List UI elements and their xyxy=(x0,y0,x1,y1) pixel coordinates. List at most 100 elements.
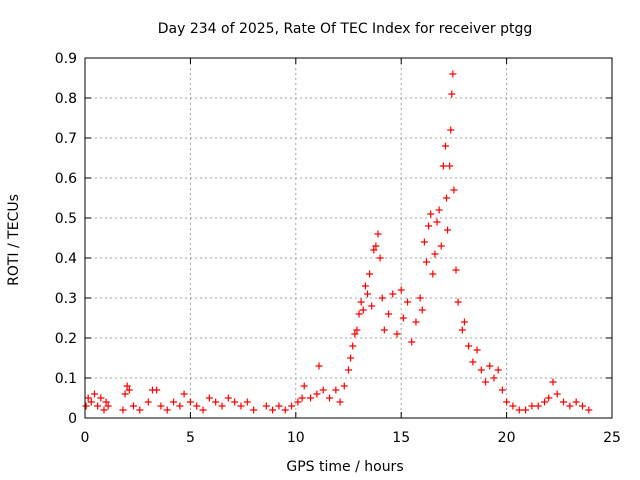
data-point xyxy=(163,406,171,414)
data-point xyxy=(494,366,502,374)
data-point xyxy=(477,366,485,374)
data-point xyxy=(281,406,289,414)
data-point xyxy=(486,362,494,370)
y-tick-label: 0.6 xyxy=(55,171,77,187)
y-tick-label: 0.8 xyxy=(55,91,77,107)
x-tick-label: 10 xyxy=(287,430,305,446)
data-point xyxy=(212,398,220,406)
y-tick-label: 0 xyxy=(68,411,77,427)
data-point xyxy=(572,398,580,406)
data-point xyxy=(427,210,435,218)
data-point xyxy=(465,342,473,350)
data-point xyxy=(125,386,133,394)
data-point xyxy=(353,326,361,334)
data-point xyxy=(385,310,393,318)
y-tick-label: 0.9 xyxy=(55,51,77,67)
data-point xyxy=(294,398,302,406)
data-point xyxy=(90,390,98,398)
data-point xyxy=(237,402,245,410)
data-point xyxy=(399,314,407,322)
data-point xyxy=(441,142,449,150)
data-point xyxy=(340,382,348,390)
data-point xyxy=(560,398,568,406)
data-point xyxy=(336,398,344,406)
data-point xyxy=(332,386,340,394)
data-point xyxy=(378,294,386,302)
x-tick-label: 20 xyxy=(498,430,516,446)
data-point xyxy=(262,402,270,410)
data-point xyxy=(250,406,258,414)
data-point xyxy=(490,374,498,382)
x-tick-label: 0 xyxy=(81,430,90,446)
data-point xyxy=(452,266,460,274)
data-point xyxy=(199,406,207,414)
data-point xyxy=(205,394,213,402)
data-point xyxy=(288,402,296,410)
data-point xyxy=(404,298,412,306)
data-point xyxy=(102,398,110,406)
data-point xyxy=(359,306,367,314)
data-point xyxy=(482,378,490,386)
plot-frame xyxy=(84,57,613,419)
data-point xyxy=(503,398,511,406)
data-point xyxy=(231,398,239,406)
data-point xyxy=(473,346,481,354)
data-point xyxy=(121,390,129,398)
axis-ticks xyxy=(84,57,613,419)
data-point xyxy=(422,258,430,266)
data-point xyxy=(193,402,201,410)
data-point xyxy=(376,254,384,262)
data-point xyxy=(412,318,420,326)
data-point xyxy=(315,362,323,370)
data-point xyxy=(380,326,388,334)
x-tick-label: 15 xyxy=(392,430,410,446)
data-point xyxy=(534,402,542,410)
data-point xyxy=(100,406,108,414)
data-point xyxy=(104,402,112,410)
data-point xyxy=(119,406,127,414)
data-point xyxy=(389,290,397,298)
data-point xyxy=(509,402,517,410)
data-point xyxy=(224,394,232,402)
data-point xyxy=(361,282,369,290)
data-point xyxy=(420,238,428,246)
data-point xyxy=(449,70,457,78)
data-point xyxy=(123,382,131,390)
data-point xyxy=(454,298,462,306)
data-point xyxy=(397,286,405,294)
data-point xyxy=(319,386,327,394)
data-point xyxy=(553,390,561,398)
y-tick-label: 0.3 xyxy=(55,291,77,307)
data-point xyxy=(345,366,352,374)
data-point xyxy=(97,394,105,402)
data-point xyxy=(326,394,334,402)
data-point xyxy=(450,186,458,194)
data-point xyxy=(349,342,357,350)
data-point xyxy=(372,242,380,250)
data-point xyxy=(366,270,374,278)
data-point xyxy=(425,222,433,230)
x-tick-label: 25 xyxy=(603,430,621,446)
data-point xyxy=(94,402,102,410)
data-point xyxy=(545,394,553,402)
data-point xyxy=(515,406,523,414)
data-point xyxy=(84,394,92,402)
data-point xyxy=(408,338,416,346)
data-point xyxy=(374,230,382,238)
data-point xyxy=(180,390,188,398)
data-point xyxy=(416,294,424,302)
data-point xyxy=(418,306,426,314)
data-point xyxy=(566,402,574,410)
data-point xyxy=(433,218,441,226)
data-point xyxy=(435,206,443,214)
data-point xyxy=(82,402,90,410)
grid-lines xyxy=(85,58,612,418)
data-point xyxy=(186,398,194,406)
data-point xyxy=(448,90,456,98)
data-point xyxy=(393,330,401,338)
data-point xyxy=(447,126,455,134)
data-point xyxy=(243,398,251,406)
data-point xyxy=(136,406,144,414)
data-point xyxy=(458,326,466,334)
